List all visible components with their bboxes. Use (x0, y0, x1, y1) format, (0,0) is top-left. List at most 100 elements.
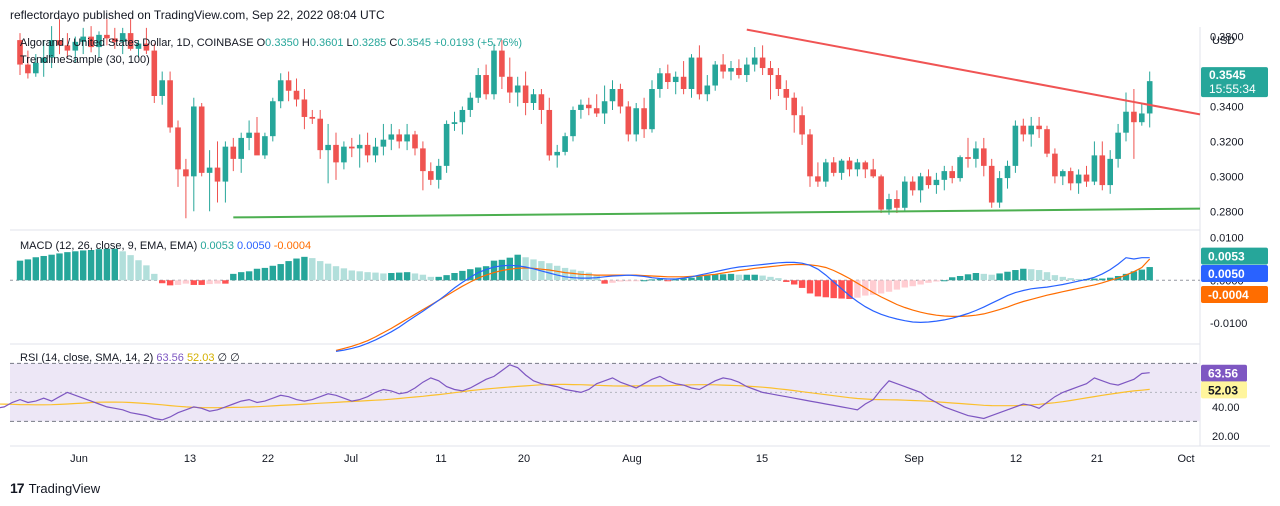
time-tick-label: 13 (184, 453, 196, 465)
candle (815, 162, 821, 187)
candle-body (214, 167, 221, 182)
macd-histogram-bar (475, 267, 482, 281)
footer-brand[interactable]: 17 TradingView (10, 480, 100, 496)
candle-body (751, 57, 758, 65)
candle-body (183, 169, 189, 177)
rsi-line (0, 364, 1150, 421)
high-label: H (302, 37, 310, 49)
candle (167, 71, 173, 133)
candle (33, 54, 39, 77)
macd-histogram-bar (1146, 267, 1153, 281)
candle-body (854, 162, 861, 170)
candle-body (254, 132, 260, 156)
candle (435, 158, 442, 189)
macd-histogram-bar (277, 264, 284, 281)
candle-body (767, 68, 774, 76)
macd-histogram-bar (830, 280, 837, 299)
macd-histogram-bar (245, 271, 253, 281)
macd-histogram-bar (127, 255, 134, 281)
candle-body (96, 34, 102, 48)
candle (214, 141, 221, 203)
candle-body (878, 176, 884, 210)
macd-histogram-bar (719, 274, 727, 281)
candle-body (522, 85, 529, 103)
macd-signal-line (335, 258, 1151, 352)
candle-body (704, 85, 711, 95)
candle-body (333, 144, 339, 163)
macd-histogram-bar (182, 280, 190, 284)
candle-body (167, 80, 173, 128)
candle (1075, 169, 1082, 194)
candle-body (846, 160, 853, 170)
macd-histogram-bar (917, 280, 924, 285)
candle (420, 141, 426, 191)
candle (830, 157, 837, 177)
macd-histogram-bar (964, 274, 972, 281)
candle (680, 61, 687, 95)
candle (112, 27, 118, 49)
candle (1091, 141, 1098, 186)
candle-body (206, 167, 213, 173)
candle (96, 31, 102, 58)
candle (870, 158, 876, 179)
macd-histogram-bar (633, 280, 640, 282)
change-value: +0.0193 (+5.76%) (434, 37, 522, 49)
candle-body (586, 104, 592, 109)
low-value: 0.3285 (353, 37, 390, 49)
currency-label: USD (1212, 35, 1235, 47)
macd-histogram-bar (1075, 278, 1082, 281)
candle (988, 158, 995, 208)
candle-body (672, 76, 679, 83)
macd-value-label: 0.0050 (1208, 267, 1245, 281)
candle-body (1091, 155, 1098, 182)
candle (388, 123, 395, 151)
macd-tick-label: 0.0100 (1210, 233, 1244, 245)
candle-body (514, 85, 521, 93)
candle (159, 71, 165, 105)
candle (254, 116, 260, 156)
candle-body (973, 148, 979, 159)
macd-histogram-bar (514, 254, 521, 281)
candle (1012, 120, 1019, 173)
candle (246, 120, 252, 151)
candle-body (696, 57, 703, 95)
candle-body (388, 134, 395, 140)
candle (1028, 116, 1034, 147)
price-tick-label: 0.3000 (1210, 171, 1244, 183)
candle (546, 97, 553, 161)
candle (475, 68, 481, 103)
candle (151, 43, 158, 103)
macd-value-label: -0.0004 (1208, 288, 1249, 302)
candle (767, 61, 774, 100)
candle-body (396, 134, 402, 142)
macd-histogram-bar (40, 255, 47, 281)
candle (206, 150, 213, 212)
rsi-extra: ∅ ∅ (218, 352, 240, 364)
candle (1052, 148, 1058, 184)
candle (672, 71, 679, 95)
candle (688, 54, 695, 98)
candle-body (112, 38, 118, 42)
candle-body (830, 162, 837, 173)
candle-body (925, 176, 932, 186)
candle-body (270, 101, 276, 137)
macd-histogram-bar (309, 258, 316, 281)
macd-line (335, 257, 1150, 352)
rsi-ma-value: 52.03 (187, 352, 218, 364)
candle (925, 169, 932, 189)
candle-body (127, 33, 134, 49)
candle (56, 19, 63, 55)
candle (499, 40, 505, 90)
macd-histogram-bar (783, 280, 790, 282)
published-line: reflectordayo published on TradingView.c… (10, 8, 385, 22)
candle (135, 40, 142, 58)
macd-histogram-bar (1091, 278, 1098, 281)
macd-histogram-bar (403, 272, 411, 281)
macd-histogram-bar (601, 280, 608, 284)
candle-body (1004, 165, 1011, 179)
candle-body (570, 109, 576, 137)
candle-body (886, 199, 892, 210)
open-label: O (257, 37, 266, 49)
rsi-value-label: 52.03 (1208, 383, 1238, 397)
